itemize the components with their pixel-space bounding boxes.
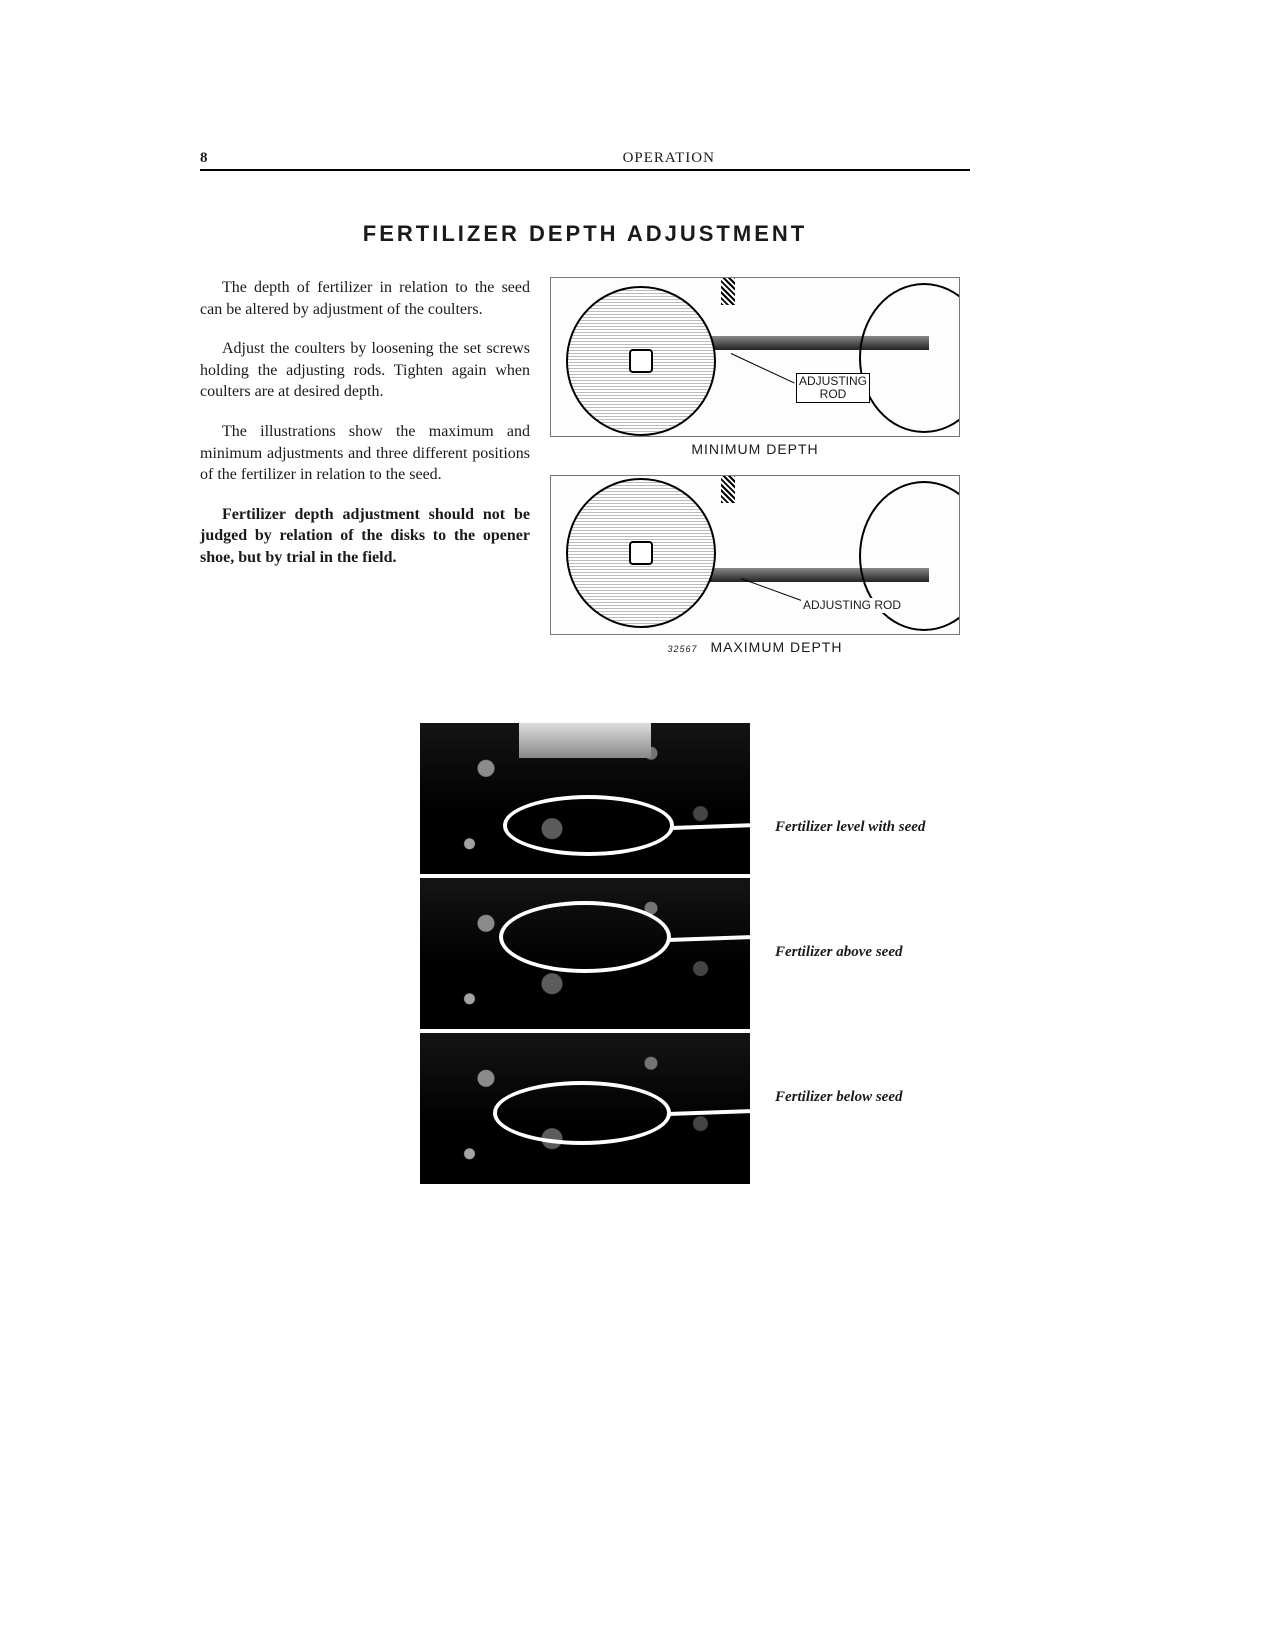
page-content: 8 OPERATION FERTILIZER DEPTH ADJUSTMENT … [200, 150, 970, 1188]
figure-id: 32567 [668, 644, 698, 654]
photo-below-seed [420, 1033, 750, 1188]
figure-column: ADJUSTING ROD MINIMUM DEPTH ADJUSTING RO… [550, 277, 960, 673]
paragraph-1: The depth of fertilizer in relation to t… [200, 277, 530, 320]
page-number: 8 [200, 150, 208, 167]
diagram-minimum-depth: ADJUSTING ROD [550, 277, 960, 437]
caption-maximum: 32567 MAXIMUM DEPTH [550, 639, 960, 655]
running-header: 8 OPERATION [200, 150, 970, 171]
caption-minimum: MINIMUM DEPTH [550, 441, 960, 457]
lower-photo-section: Fertilizer level with seed Fertilizer ab… [200, 723, 970, 1188]
photo-label-above: Fertilizer above seed [775, 943, 945, 961]
paragraph-2: Adjust the coulters by loosening the set… [200, 338, 530, 403]
fertilizer-zone-oval [503, 795, 675, 855]
header-title: OPERATION [623, 150, 715, 167]
text-column: The depth of fertilizer in relation to t… [200, 277, 530, 673]
upper-section: The depth of fertilizer in relation to t… [200, 277, 970, 673]
diagram-maximum-depth: ADJUSTING ROD [550, 475, 960, 635]
spring-shape [721, 277, 735, 305]
photo-stack: Fertilizer level with seed Fertilizer ab… [420, 723, 750, 1188]
disk-hub-shape [629, 541, 653, 565]
photo-above-seed [420, 878, 750, 1033]
spring-shape [721, 475, 735, 503]
paragraph-4-bold: Fertilizer depth adjustment should not b… [200, 504, 530, 569]
section-title: FERTILIZER DEPTH ADJUSTMENT [200, 221, 970, 247]
coulter-disk-shape [566, 286, 716, 436]
leader-line [731, 353, 795, 383]
caption-text: MAXIMUM DEPTH [710, 639, 842, 655]
opener-shape [519, 723, 651, 758]
photo-label-level: Fertilizer level with seed [775, 818, 945, 836]
disk-hub-shape [629, 349, 653, 373]
adjusting-rod-label: ADJUSTING ROD [796, 373, 870, 403]
paragraph-3: The illustrations show the maximum and m… [200, 421, 530, 486]
photo-level-with-seed [420, 723, 750, 878]
coulter-disk-shape [566, 478, 716, 628]
photo-label-below: Fertilizer below seed [775, 1088, 945, 1106]
adjusting-rod-label: ADJUSTING ROD [801, 598, 903, 613]
press-wheel-shape [859, 283, 960, 433]
fertilizer-zone-oval [499, 901, 671, 973]
fertilizer-zone-oval [493, 1081, 671, 1144]
